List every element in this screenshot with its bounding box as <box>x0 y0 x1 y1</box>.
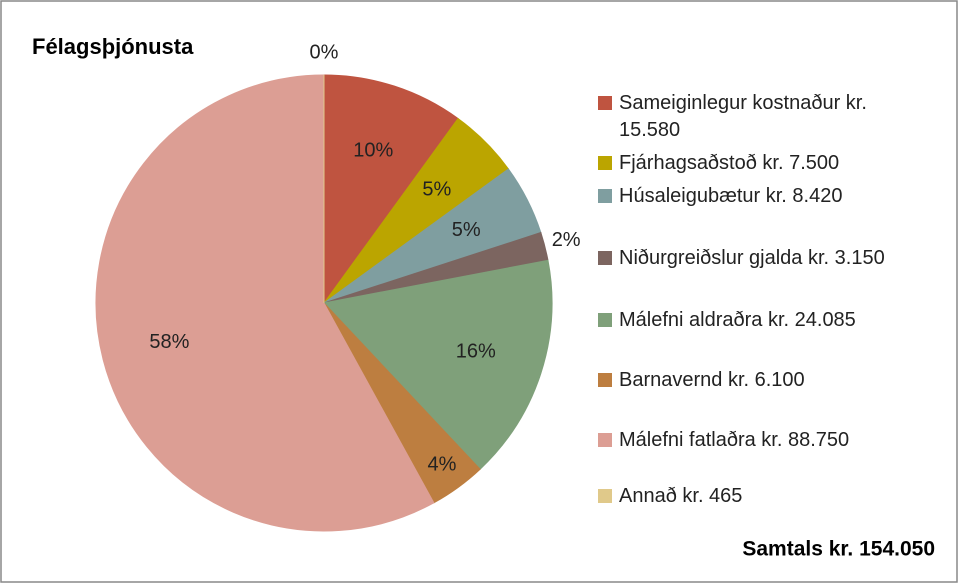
data-label: 0% <box>310 41 339 63</box>
data-label: 5% <box>452 219 481 241</box>
legend-item: Húsaleigubætur kr. 8.420 <box>598 183 948 210</box>
legend-item: Málefni aldraðra kr. 24.085 <box>598 307 948 334</box>
legend-label: Barnavernd kr. 6.100 <box>619 369 805 391</box>
data-label: 4% <box>427 454 456 476</box>
pie-slice <box>323 259 553 470</box>
data-label: 10% <box>353 139 393 161</box>
data-label: 5% <box>422 178 451 200</box>
chart-title: Félagsþjónusta <box>32 34 194 59</box>
legend-swatch <box>598 433 612 447</box>
data-label: 58% <box>149 331 189 353</box>
legend-label: Niðurgreiðslur gjalda kr. 3.150 <box>619 247 885 269</box>
legend-item: Fjárhagsaðstoð kr. 7.500 <box>598 150 948 177</box>
legend-item: Niðurgreiðslur gjalda kr. 3.150 <box>598 245 948 272</box>
legend-label: Sameiginlegur kostnaður kr. 15.580 <box>619 92 867 141</box>
legend-label: Málefni fatlaðra kr. 88.750 <box>619 429 850 451</box>
legend-item: Annað kr. 465 <box>598 483 948 510</box>
pie-slice <box>323 74 459 305</box>
total-label: Samtals kr. 154.050 <box>742 538 935 561</box>
data-label: 16% <box>456 341 496 363</box>
legend-item: Barnavernd kr. 6.100 <box>598 367 948 394</box>
legend-swatch <box>598 251 612 265</box>
legend-swatch <box>598 373 612 387</box>
legend-swatch <box>598 96 612 110</box>
legend-swatch <box>598 489 612 503</box>
legend-swatch <box>598 313 612 327</box>
legend-label: Húsaleigubætur kr. 8.420 <box>619 185 843 207</box>
legend-label: Annað kr. 465 <box>619 485 743 507</box>
legend-swatch <box>598 189 612 203</box>
data-label: 2% <box>552 229 581 251</box>
legend-label: Fjárhagsaðstoð kr. 7.500 <box>619 152 840 174</box>
pie-slice <box>95 74 435 532</box>
legend-item: Sameiginlegur kostnaður kr. 15.580 <box>598 90 888 144</box>
legend-item: Málefni fatlaðra kr. 88.750 <box>598 427 948 454</box>
legend-label: Málefni aldraðra kr. 24.085 <box>619 309 856 331</box>
legend-swatch <box>598 156 612 170</box>
